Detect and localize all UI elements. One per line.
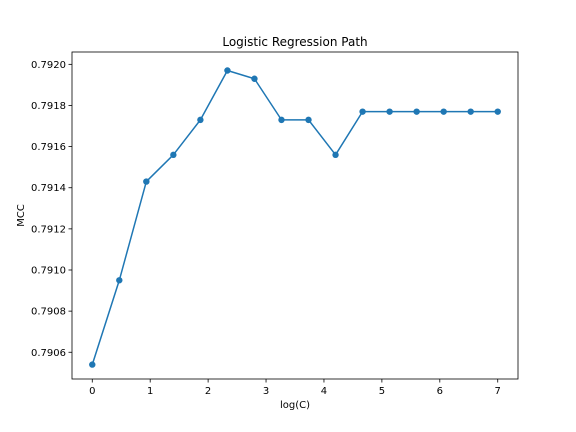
data-point [494, 108, 501, 115]
y-tick-label: 0.7920 [31, 60, 66, 71]
data-point [305, 116, 312, 124]
series-line [91, 69, 498, 365]
plot-frame [71, 51, 519, 380]
x-tick-label: 6 [437, 386, 443, 397]
y-tick-label: 0.7914 [31, 183, 66, 194]
y-tick-label: 0.7906 [31, 348, 66, 359]
data-point [413, 108, 420, 115]
x-tick-label: 4 [321, 386, 327, 397]
x-tick-label: 3 [263, 386, 269, 397]
data-point [143, 178, 150, 185]
y-tick-label: 0.7912 [31, 224, 66, 235]
x-tick-label: 7 [495, 386, 501, 397]
x-tick-label: 2 [205, 386, 211, 397]
x-tick-label: 5 [379, 386, 385, 397]
x-axis-label: log(C) [280, 400, 310, 411]
data-point [332, 151, 339, 159]
data-point [170, 151, 177, 159]
y-tick-label: 0.7910 [31, 266, 66, 277]
data-point [116, 277, 123, 284]
y-tick-label: 0.7918 [31, 101, 66, 112]
data-point [224, 67, 231, 74]
x-tick-label: 0 [89, 386, 95, 397]
data-point [251, 75, 258, 82]
data-point [89, 361, 96, 368]
plot-area [89, 67, 501, 368]
axes: 0 1 2 3 4 5 6 7 0.7906 0.7908 0.7910 0.7912 0.7914 0.… [31, 51, 519, 397]
data-point [197, 116, 204, 124]
chart-title: Logistic Regression Path [222, 35, 367, 49]
y-axis-label: MCC [16, 204, 27, 227]
y-tick-label: 0.7908 [31, 307, 66, 318]
y-tick-label: 0.7916 [31, 142, 66, 153]
data-point [386, 108, 393, 115]
data-point [440, 108, 447, 115]
x-tick-label: 1 [147, 386, 153, 397]
data-point [467, 108, 474, 115]
data-point [278, 116, 285, 124]
data-point [359, 108, 366, 115]
